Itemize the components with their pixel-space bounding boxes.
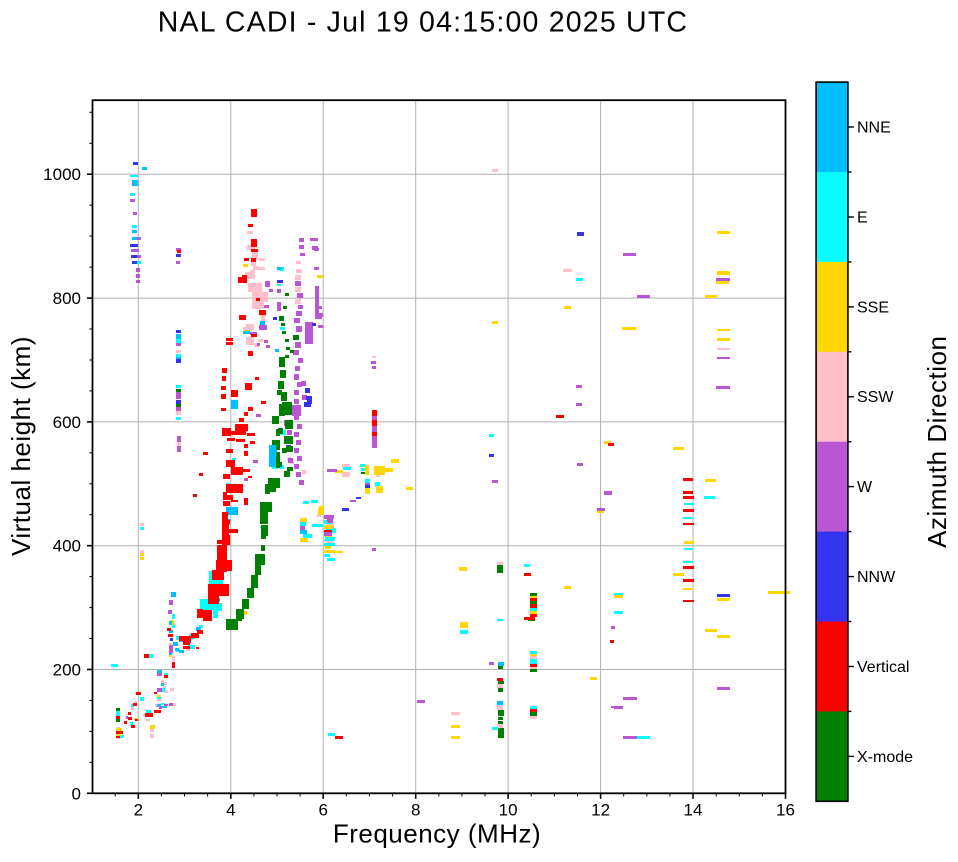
- svg-text:800: 800: [53, 289, 81, 308]
- svg-text:Virtual height (km): Virtual height (km): [6, 336, 36, 556]
- svg-text:NAL CADI - Jul 19 04:15:00 202: NAL CADI - Jul 19 04:15:00 2025 UTC: [158, 7, 688, 39]
- svg-text:SSE: SSE: [857, 299, 889, 316]
- svg-text:NNE: NNE: [857, 120, 891, 137]
- svg-text:W: W: [857, 479, 873, 496]
- svg-text:10: 10: [499, 801, 518, 820]
- svg-text:4: 4: [226, 801, 235, 820]
- svg-text:14: 14: [684, 801, 703, 820]
- svg-text:SSW: SSW: [857, 389, 894, 406]
- svg-text:6: 6: [318, 801, 327, 820]
- svg-text:Vertical: Vertical: [857, 659, 909, 676]
- svg-text:Frequency (MHz): Frequency (MHz): [333, 819, 541, 849]
- svg-text:16: 16: [776, 801, 795, 820]
- svg-text:8: 8: [411, 801, 420, 820]
- svg-text:NNW: NNW: [857, 569, 896, 586]
- svg-text:2: 2: [134, 801, 143, 820]
- svg-text:400: 400: [53, 537, 81, 556]
- svg-text:1000: 1000: [43, 165, 81, 184]
- svg-text:X-mode: X-mode: [857, 749, 913, 766]
- svg-text:E: E: [857, 210, 868, 227]
- svg-text:12: 12: [591, 801, 610, 820]
- svg-text:600: 600: [53, 413, 81, 432]
- svg-text:200: 200: [53, 661, 81, 680]
- svg-text:Azimuth Direction: Azimuth Direction: [922, 336, 952, 548]
- svg-text:0: 0: [72, 784, 81, 803]
